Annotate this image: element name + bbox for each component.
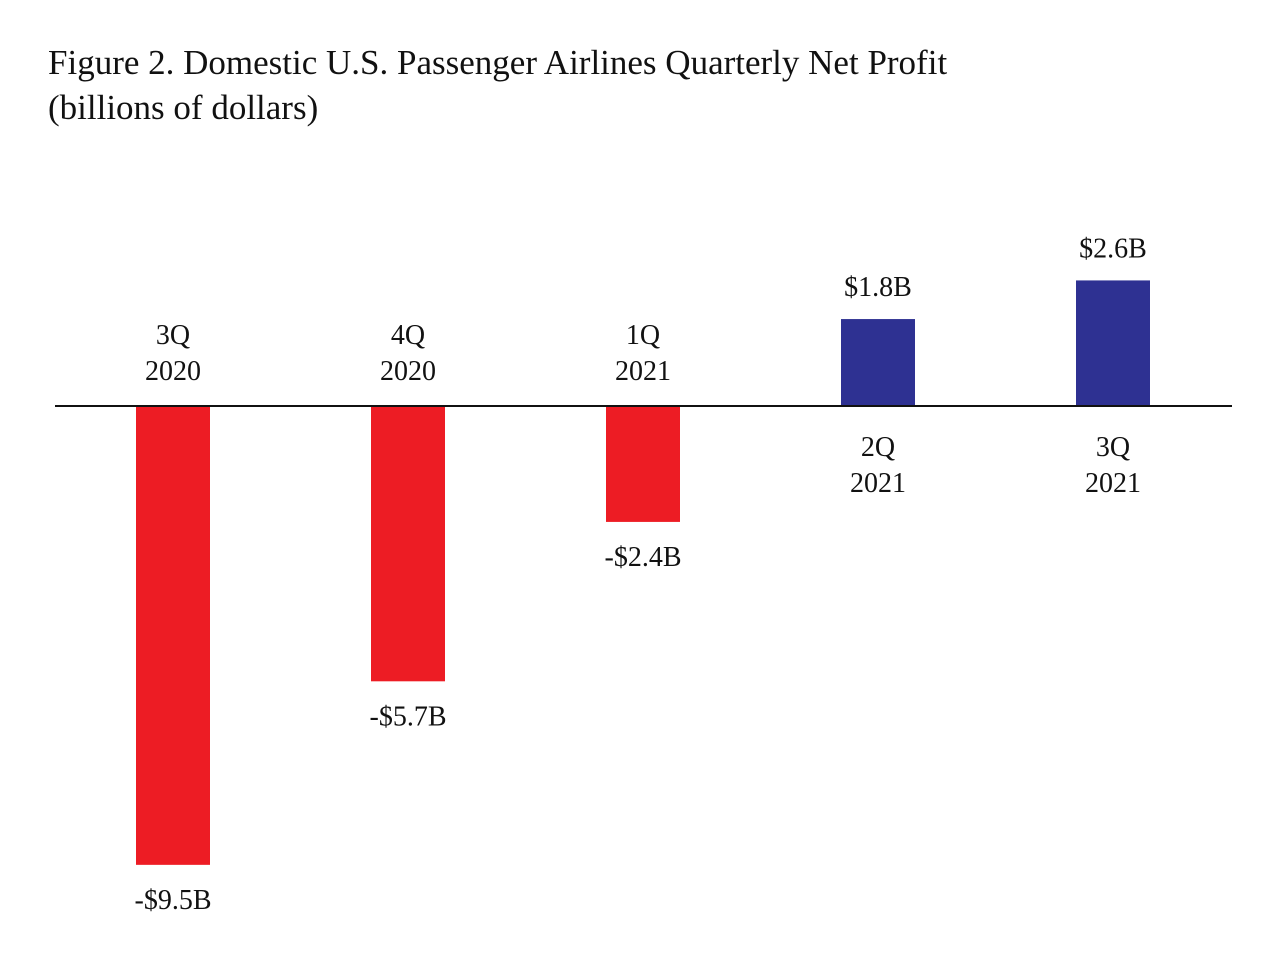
chart-title: Figure 2. Domestic U.S. Passenger Airlin… [48,43,948,82]
data-label-1: -$5.7B [370,701,447,732]
data-label-3: $1.8B [844,272,912,303]
data-label-4: $2.6B [1079,233,1147,264]
bar-2 [606,406,680,522]
category-label-2-0: 1Q [626,320,660,351]
category-label-4-1: 2021 [1085,468,1141,499]
bar-3 [841,319,915,406]
category-label-1-0: 4Q [391,320,425,351]
category-label-3-1: 2021 [850,468,906,499]
data-label-0: -$9.5B [135,885,212,916]
category-label-3-0: 2Q [861,432,895,463]
category-label-0-1: 2020 [145,356,201,387]
chart-title-block: Figure 2. Domestic U.S. Passenger Airlin… [48,40,947,130]
bar-4 [1076,280,1150,406]
category-label-2-1: 2021 [615,356,671,387]
category-label-0-0: 3Q [156,320,190,351]
bar-1 [371,406,445,682]
bar-0 [136,406,210,865]
data-label-2: -$2.4B [605,542,682,573]
category-label-1-1: 2020 [380,356,436,387]
category-label-4-0: 3Q [1096,432,1130,463]
chart-subtitle: (billions of dollars) [48,88,319,127]
